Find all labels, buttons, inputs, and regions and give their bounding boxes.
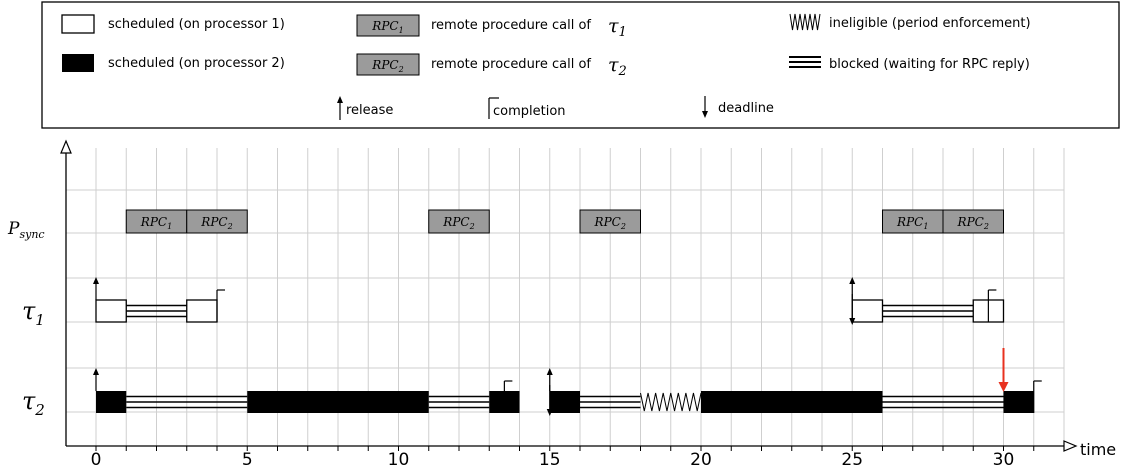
psync-rpc-label: RPC2 (442, 215, 474, 231)
deadline-arrow-head (546, 409, 553, 416)
psync-rpc-box (579, 209, 641, 234)
legend-swatch-scheduled-p2 (62, 54, 94, 72)
legend-deadline-arrow-icon (702, 96, 708, 118)
psync-rpc-label: RPC1 (896, 215, 928, 231)
tau1-completion-mark (987, 289, 997, 322)
row-labels: Psync τ1 τ2 (7, 219, 45, 419)
release-arrow-head (93, 368, 99, 375)
tau2-scheduled-p2 (96, 391, 127, 413)
psync-rpc-1: RPC1 (125, 209, 188, 234)
legend-blocked-lines-icon (789, 56, 821, 68)
tau2-deadline-arrow (546, 385, 553, 416)
tau2-scheduled-p2 (549, 391, 580, 413)
tau2-ineligible-interval (640, 392, 702, 412)
legend-swatch-rpc2 (356, 53, 420, 76)
psync-rpc-label: RPC2 (594, 215, 626, 231)
legend-release-arrow-icon (337, 96, 343, 120)
y-axis-arrowhead (60, 139, 72, 154)
legend-label-deadline: deadline (718, 101, 774, 116)
psync-rpc-box (942, 209, 1004, 234)
psync-rpc-label: RPC2 (200, 215, 232, 231)
legend-zigzag-icon (789, 13, 821, 31)
release-arrow-head (849, 277, 856, 284)
legend-label-blocked: blocked (waiting for RPC reply) (829, 57, 1030, 72)
psync-rpc-2: RPC2 (428, 209, 490, 234)
tau1-deadline-arrow (849, 294, 856, 325)
x-axis-arrowhead (1063, 440, 1078, 452)
legend-swatch-rpc1 (356, 14, 420, 37)
legend-label-completion: completion (493, 104, 566, 119)
legend-rpc2-box-label: RPC2 (371, 58, 403, 74)
tau1-blocked-interval (882, 304, 974, 318)
row-label-tau1: τ1 (22, 297, 45, 329)
release-arrow-head (93, 277, 99, 284)
tau2-blocked-interval (428, 395, 490, 409)
legend: scheduled (on processor 1) scheduled (on… (41, 1, 1120, 129)
schedule-marks: RPC1 RPC2 RPC2 RPC2 RPC1 RPC2 (93, 209, 1042, 416)
tau1-release-arrow (93, 277, 99, 300)
tau2-release-arrow (93, 368, 99, 391)
legend-label-scheduled-p1: scheduled (on processor 1) (108, 17, 285, 32)
legend-label-rpc2: remote procedure call of (431, 57, 591, 72)
missed-deadline-head (998, 382, 1009, 392)
psync-rpc-box (428, 209, 490, 234)
x-tick-label: 20 (690, 450, 712, 468)
legend-completion-icon (488, 97, 499, 119)
psync-rpc-label: RPC2 (957, 215, 989, 231)
legend-label-rpc1: remote procedure call of (431, 18, 591, 33)
tau1-completion-mark (216, 289, 225, 322)
legend-swatch-scheduled-p1 (61, 14, 95, 34)
tau2-scheduled-p2 (1003, 391, 1034, 413)
tau2-blocked-interval (126, 395, 248, 409)
row-label-psync: Psync (7, 219, 45, 241)
x-tick-label: 25 (841, 450, 863, 468)
legend-frame (41, 1, 1120, 129)
release-arrow-head (546, 368, 553, 375)
x-tick-label: 0 (91, 450, 102, 468)
row-label-tau2: τ2 (22, 387, 45, 419)
x-tick-label: 5 (242, 450, 253, 468)
deadline-arrow-head (849, 318, 856, 325)
axes: 0 5 10 15 20 25 30 time (60, 139, 1116, 468)
psync-rpc-box (186, 209, 248, 234)
tau2-scheduled-p2 (247, 391, 429, 413)
x-tick-label: 10 (388, 450, 410, 468)
tau2-blocked-interval (580, 395, 641, 409)
psync-rpc-1: RPC1 (882, 209, 944, 234)
psync-rpc-label: RPC1 (140, 215, 172, 231)
tau2-blocked-interval (882, 395, 1004, 409)
tau2-completion-mark (503, 380, 513, 413)
psync-rpc-2: RPC2 (942, 209, 1004, 234)
tau1-scheduled-p1 (186, 299, 218, 323)
tau2-missed-deadline-arrow (998, 348, 1009, 392)
legend-label-scheduled-p2: scheduled (on processor 2) (108, 56, 285, 71)
psync-rpc-2: RPC2 (579, 209, 641, 234)
legend-rpc1-box-label: RPC1 (371, 19, 403, 35)
psync-rpc-2: RPC2 (186, 209, 248, 234)
tau2-scheduled-p2 (701, 391, 883, 413)
x-axis-label: time (1080, 440, 1116, 459)
x-tick-label: 15 (539, 450, 561, 468)
tau1-scheduled-p1 (95, 299, 127, 323)
legend-label-release: release (346, 103, 393, 118)
tau1-scheduled-p1 (851, 299, 884, 323)
legend-rpc2-tau: τ2 (608, 54, 627, 79)
tau1-blocked-interval (126, 304, 187, 318)
legend-rpc1-tau: τ1 (608, 15, 627, 40)
legend-label-ineligible: ineligible (period enforcement) (829, 16, 1031, 31)
x-tick-label: 30 (993, 450, 1015, 468)
tau2-completion-mark (1033, 380, 1042, 413)
